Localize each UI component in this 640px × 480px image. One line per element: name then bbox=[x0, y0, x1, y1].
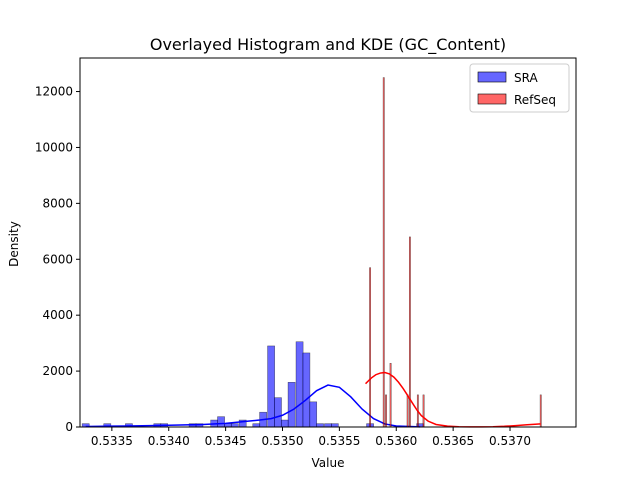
sra-bar-35 bbox=[331, 423, 339, 428]
sra-bar-24 bbox=[252, 423, 261, 428]
x-tick-label-5: 0.5360 bbox=[375, 434, 417, 448]
sra-bar-28 bbox=[280, 419, 289, 428]
sra-kde-line bbox=[85, 384, 421, 428]
sra-bar-20 bbox=[224, 423, 232, 428]
sra-bar-31 bbox=[302, 352, 311, 428]
y-tick-label-3: 6000 bbox=[42, 252, 73, 266]
sra-bar-34 bbox=[324, 423, 332, 428]
refseq-bar-2 bbox=[385, 394, 387, 428]
axes-frame bbox=[79, 57, 577, 428]
y-tick-label-6: 12000 bbox=[35, 85, 73, 99]
sra-bar-33 bbox=[316, 423, 324, 428]
sra-bar-27 bbox=[274, 397, 282, 428]
refseq-bar-3 bbox=[389, 363, 392, 428]
y-tick-label-2: 4000 bbox=[42, 308, 73, 322]
sra-bar-32 bbox=[309, 401, 318, 428]
axes: 0.5335 0.5340 0.5345 0.5350 0.5355 0.5360 0.53… bbox=[35, 57, 577, 448]
refseq-bar-8 bbox=[539, 394, 542, 428]
y-axis-label: Density bbox=[7, 221, 21, 267]
legend: SRA RefSeq bbox=[469, 63, 570, 113]
refseq-bar-0 bbox=[369, 267, 371, 428]
sra-bar-19 bbox=[217, 416, 225, 428]
x-tick-label-0: 0.5335 bbox=[91, 434, 133, 448]
legend-label-sra: SRA bbox=[514, 71, 538, 85]
legend-label-refseq: RefSeq bbox=[514, 93, 556, 107]
refseq-bar-1 bbox=[382, 77, 385, 428]
y-tick-label-0: 0 bbox=[65, 420, 73, 434]
legend-swatch-refseq bbox=[477, 93, 507, 105]
y-tick-label-1: 2000 bbox=[42, 364, 73, 378]
x-tick-label-6: 0.5365 bbox=[432, 434, 474, 448]
sra-bar-21 bbox=[230, 423, 239, 428]
refseq-bar-4 bbox=[406, 394, 409, 428]
sra-bar-26 bbox=[267, 345, 275, 428]
x-axis-label: Value bbox=[312, 456, 345, 470]
sra-bar-29 bbox=[287, 382, 296, 428]
x-tick-label-2: 0.5345 bbox=[205, 434, 247, 448]
x-tick-label-3: 0.5350 bbox=[261, 434, 303, 448]
refseq-kde-line bbox=[365, 371, 541, 428]
legend-swatch-sra bbox=[477, 71, 507, 83]
x-tick-label-1: 0.5340 bbox=[148, 434, 190, 448]
chart-title: Overlayed Histogram and KDE (GC_Content) bbox=[150, 35, 506, 55]
sra-bar-30 bbox=[295, 341, 304, 428]
y-tick-label-4: 8000 bbox=[42, 196, 73, 210]
refseq-bar-7 bbox=[422, 394, 425, 428]
y-tick-label-5: 10000 bbox=[35, 140, 73, 154]
x-tick-label-7: 0.5370 bbox=[489, 434, 531, 448]
x-tick-label-4: 0.5355 bbox=[318, 434, 360, 448]
